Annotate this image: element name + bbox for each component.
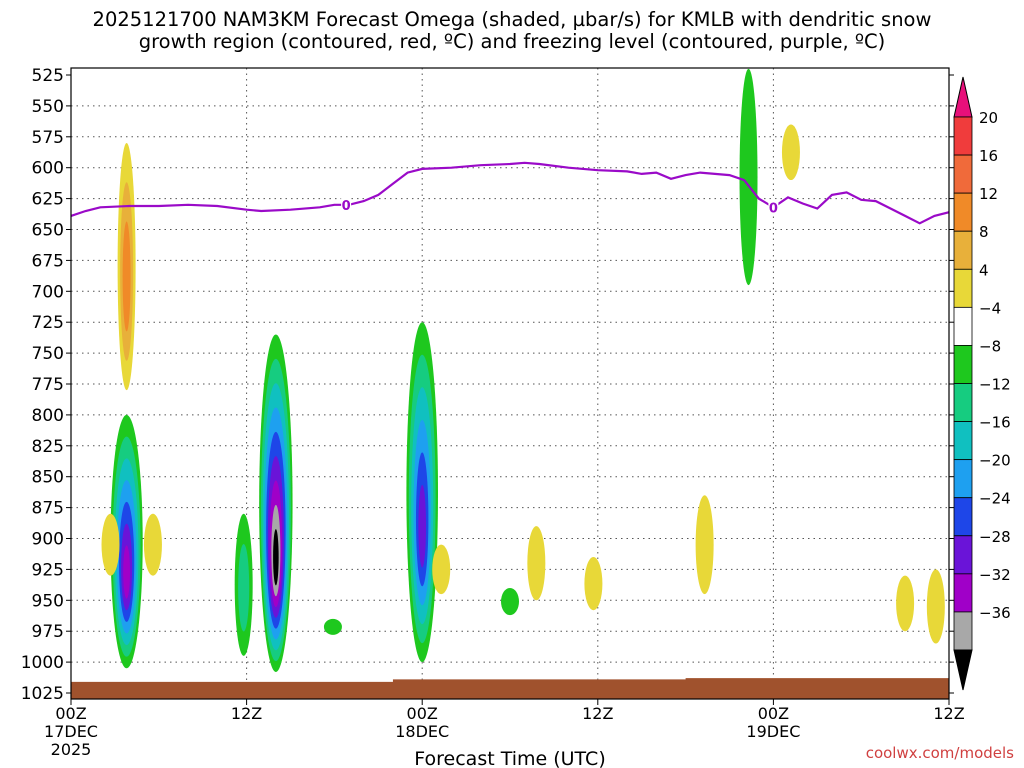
colorbar-segment xyxy=(953,306,973,346)
colorbar-label: 20 xyxy=(979,109,998,127)
colorbar-segment xyxy=(953,535,973,575)
colorbar-bottom-arrow xyxy=(953,649,973,691)
colorbar-segment xyxy=(953,611,973,651)
omega-region-6 xyxy=(781,124,800,181)
y-tick-label: 950 xyxy=(32,591,64,611)
colorbar-label: −12 xyxy=(979,376,1011,394)
x-tick-year: 2025 xyxy=(51,740,92,759)
colorbar-segment xyxy=(953,421,973,461)
colorbar-label: 4 xyxy=(979,261,989,279)
omega-region-2 xyxy=(418,484,427,568)
credit-text: coolwx.com/models xyxy=(865,744,1014,762)
colorbar-label: −8 xyxy=(979,337,1001,355)
x-tick-label: 00Z xyxy=(758,704,789,723)
x-tick-date: 17DEC xyxy=(44,722,98,741)
colorbar-segment xyxy=(953,192,973,232)
colorbar-label: 16 xyxy=(979,147,998,165)
colorbar-label: −16 xyxy=(979,414,1011,432)
colorbar-label: −28 xyxy=(979,528,1011,546)
omega-region-12 xyxy=(584,557,603,611)
omega-region-0 xyxy=(123,545,130,599)
ground xyxy=(71,678,949,699)
y-tick-label: 675 xyxy=(32,251,64,271)
y-tick-label: 925 xyxy=(32,560,64,580)
colorbar-segment xyxy=(953,230,973,270)
y-tick-label: 800 xyxy=(32,406,64,426)
grid xyxy=(71,68,949,699)
omega-region-1 xyxy=(273,529,279,586)
y-tick-label: 1025 xyxy=(21,684,64,704)
omega-region-16 xyxy=(323,618,342,635)
x-tick-date: 19DEC xyxy=(746,722,800,741)
y-tick-label: 600 xyxy=(32,159,64,179)
colorbar-label: 12 xyxy=(979,185,998,203)
x-tick-label: 00Z xyxy=(55,704,86,723)
axes: 525 550 575 600 625 650 675 700 725 750 775 800 825 8… xyxy=(21,66,965,759)
omega-region-10 xyxy=(432,544,451,595)
colorbar-segment xyxy=(953,268,973,308)
omega-region-3 xyxy=(238,543,250,632)
chart-title-line-2: growth region (contoured, red, ºC) and f… xyxy=(138,30,886,53)
y-tick-label: 700 xyxy=(32,282,64,302)
colorbar-label: −20 xyxy=(979,452,1011,470)
y-tick-label: 750 xyxy=(32,344,64,364)
y-tick-label: 900 xyxy=(32,530,64,550)
omega-region-11 xyxy=(527,526,546,601)
x-tick-label: 00Z xyxy=(407,704,438,723)
colorbar-segment xyxy=(953,573,973,613)
y-tick-label: 550 xyxy=(32,97,64,117)
colorbar-segment xyxy=(953,116,973,156)
colorbar-label: −4 xyxy=(979,299,1001,317)
x-tick-date: 18DEC xyxy=(395,722,449,741)
colorbar: 20 16 12 8 4 −4 −8 −12 −16 −20 −24 −28 −32 −36 xyxy=(953,76,1011,691)
omega-region-9 xyxy=(143,513,162,576)
freezing-level-label-bg xyxy=(768,199,779,215)
x-axis-label: Forecast Time (UTC) xyxy=(414,748,605,768)
colorbar-segment xyxy=(953,459,973,499)
omega-region-13 xyxy=(896,575,915,632)
chart-title-line-1: 2025121700 NAM3KM Forecast Omega (shaded… xyxy=(92,8,932,31)
omega-region-5 xyxy=(739,68,758,286)
colorbar-segment xyxy=(953,345,973,384)
x-tick-label: 12Z xyxy=(933,704,964,723)
colorbar-segment xyxy=(953,383,973,422)
x-tick-label: 12Z xyxy=(231,704,262,723)
y-tick-label: 575 xyxy=(32,128,64,148)
colorbar-segment xyxy=(953,497,973,537)
freezing-level-label-bg xyxy=(341,196,352,212)
y-tick-label: 825 xyxy=(32,437,64,457)
colorbar-top-arrow xyxy=(953,76,973,118)
omega-region-4 xyxy=(122,221,131,332)
y-tick-label: 1000 xyxy=(21,653,64,673)
ground-fill xyxy=(71,678,949,699)
colorbar-label: −32 xyxy=(979,566,1011,584)
colorbar-label: −36 xyxy=(979,604,1011,622)
y-tick-label: 975 xyxy=(32,622,64,642)
freezing-level-line xyxy=(71,161,949,225)
freezing-level-label: 0 xyxy=(342,199,351,214)
omega-region-8 xyxy=(101,513,120,576)
y-tick-label: 725 xyxy=(32,313,64,333)
colorbar-label: −24 xyxy=(979,490,1011,508)
x-tick-label: 12Z xyxy=(582,704,613,723)
y-tick-label: 850 xyxy=(32,468,64,488)
omega-region-15 xyxy=(501,587,519,616)
colorbar-label: 8 xyxy=(979,223,989,241)
omega-shading xyxy=(101,68,945,672)
y-tick-label: 525 xyxy=(32,66,64,86)
omega-region-14 xyxy=(926,569,945,644)
omega-region-7 xyxy=(695,495,714,595)
y-tick-label: 625 xyxy=(32,190,64,210)
y-tick-label: 875 xyxy=(32,499,64,519)
freezing-level-label: 0 xyxy=(769,201,778,216)
y-tick-label: 775 xyxy=(32,375,64,395)
colorbar-segment xyxy=(953,154,973,194)
y-tick-label: 650 xyxy=(32,221,64,241)
